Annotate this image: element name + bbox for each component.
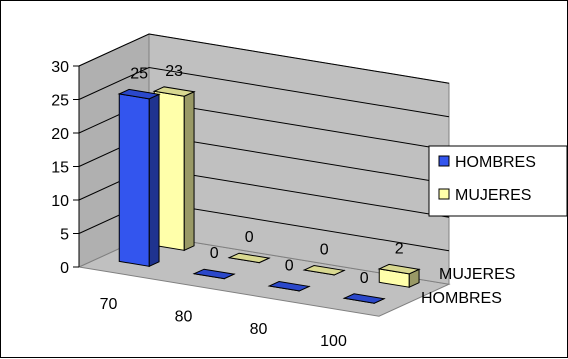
bar-side xyxy=(183,90,195,252)
data-label: 0 xyxy=(285,257,294,274)
legend-swatch-hombres xyxy=(438,155,450,167)
bar-hombres-2 xyxy=(267,281,311,292)
y-tick-label: 20 xyxy=(51,126,69,143)
data-label: 0 xyxy=(210,245,219,262)
gridline xyxy=(78,33,450,84)
y-tick-label: 0 xyxy=(60,260,69,277)
x-tick-label: 70 xyxy=(100,296,118,313)
x-axis-labels: 70 80 80 100 xyxy=(100,296,347,350)
y-tick-label: 25 xyxy=(51,93,69,110)
bar-mujeres-2 xyxy=(302,265,346,276)
legend-box xyxy=(428,145,568,217)
legend-label-hombres: HOMBRES xyxy=(455,154,536,171)
data-label: 0 xyxy=(320,241,329,258)
bar-hombres-1 xyxy=(192,268,236,280)
chart-data-labels: 23 0 0 2 25 0 0 0 xyxy=(130,63,403,287)
bar-top xyxy=(342,293,386,304)
bar-mujeres-3 xyxy=(377,263,421,288)
bar-top xyxy=(227,252,271,264)
legend: HOMBRES MUJERES xyxy=(428,145,568,217)
depth-axis-labels: MUJERES HOMBRES xyxy=(421,266,515,307)
x-tick-label: 80 xyxy=(175,308,193,325)
bar-mujeres-1 xyxy=(227,252,271,264)
y-tick-label: 30 xyxy=(51,59,69,76)
data-label: 25 xyxy=(130,65,148,82)
y-tick-label: 5 xyxy=(60,227,69,244)
bar-mujeres-0 xyxy=(152,86,196,252)
legend-swatch-mujeres xyxy=(438,188,450,200)
depth-label: MUJERES xyxy=(439,266,515,283)
chart-bars xyxy=(117,86,421,304)
y-tick-label: 15 xyxy=(51,160,69,177)
bar-top xyxy=(117,88,161,100)
gridline xyxy=(78,66,450,118)
bar-top xyxy=(152,86,196,97)
y-axis-ticks: 0 5 10 15 20 25 30 xyxy=(51,59,80,277)
legend-label-mujeres: MUJERES xyxy=(455,187,531,204)
x-tick-label: 100 xyxy=(320,333,347,350)
data-label: 2 xyxy=(395,240,404,257)
depth-label: HOMBRES xyxy=(421,290,502,307)
bar-side xyxy=(148,93,160,268)
bar-hombres-0 xyxy=(117,88,161,268)
x-tick-label: 80 xyxy=(250,321,268,338)
bar-top xyxy=(377,263,421,275)
bar-top xyxy=(192,268,236,280)
data-label: 23 xyxy=(165,63,183,80)
bar-hombres-3 xyxy=(342,293,386,304)
bar-front xyxy=(118,93,150,267)
bar-top xyxy=(302,265,346,276)
bar-top xyxy=(267,281,311,292)
y-tick-label: 10 xyxy=(51,193,69,210)
data-label: 0 xyxy=(360,270,369,287)
data-label: 0 xyxy=(245,229,254,246)
